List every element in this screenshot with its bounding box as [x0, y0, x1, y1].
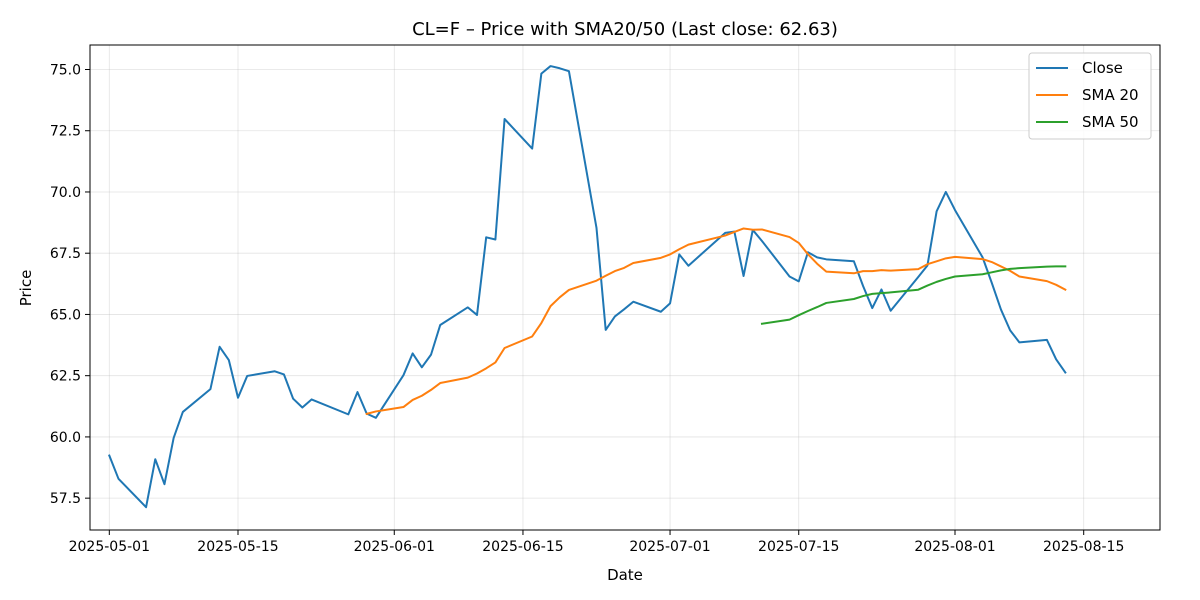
y-tick-label: 70.0 [50, 185, 81, 201]
legend-label: Close [1082, 59, 1123, 77]
y-axis-label: Price [17, 270, 35, 307]
y-tick-label: 67.5 [50, 246, 81, 262]
legend-box [1028, 52, 1152, 140]
y-axis: 57.5 60.0 62.5 65.0 67.5 70.0 72.5 75.0 [50, 62, 90, 507]
x-tick-label: 2025-07-01 [629, 539, 710, 555]
x-tick-label: 2025-08-15 [1043, 539, 1124, 555]
legend: Close SMA 20 SMA 50 [1028, 52, 1152, 140]
plot-frame [89, 44, 1161, 531]
chart-title: CL=F – Price with SMA20/50 (Last close: … [412, 19, 838, 40]
x-tick-label: 2025-06-01 [354, 539, 435, 555]
series-close-line [108, 65, 1067, 509]
legend-label: SMA 50 [1082, 113, 1139, 131]
x-axis: 2025-05-01 2025-05-15 2025-06-01 2025-06-15… [69, 530, 1124, 555]
x-tick-label: 2025-05-15 [197, 539, 278, 555]
y-tick-label: 72.5 [50, 124, 81, 140]
series-layer [108, 65, 1067, 509]
x-tick-label: 2025-06-15 [482, 539, 563, 555]
series-sma-50-line [760, 265, 1067, 325]
y-tick-label: 65.0 [50, 307, 81, 323]
series-sma-20-line [365, 227, 1067, 416]
gridlines [90, 45, 1160, 530]
x-tick-label: 2025-05-01 [69, 539, 150, 555]
y-tick-label: 57.5 [50, 491, 81, 507]
y-tick-label: 75.0 [50, 62, 81, 78]
x-axis-label: Date [607, 566, 643, 584]
x-tick-label: 2025-07-15 [758, 539, 839, 555]
x-tick-label: 2025-08-01 [914, 539, 995, 555]
y-tick-label: 60.0 [50, 430, 81, 446]
y-tick-label: 62.5 [50, 369, 81, 385]
legend-label: SMA 20 [1082, 86, 1139, 104]
